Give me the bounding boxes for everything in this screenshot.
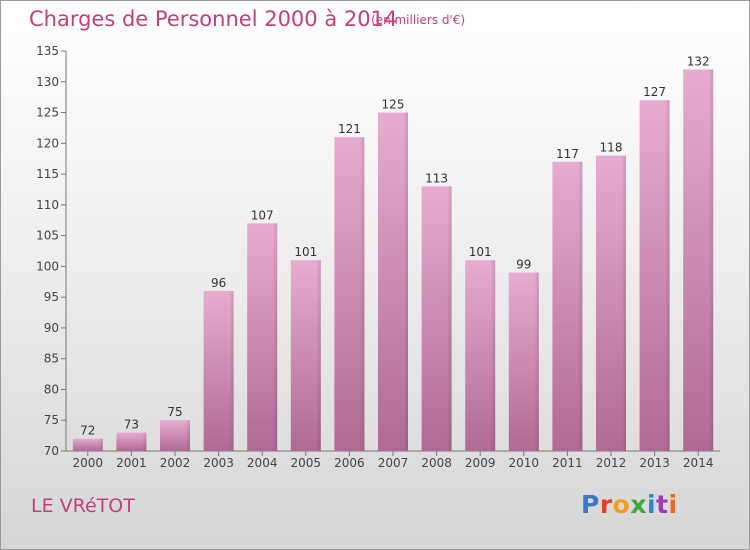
data-label: 101	[294, 245, 317, 259]
logo-letter: P	[581, 490, 600, 519]
bar-shade	[160, 420, 190, 451]
logo-letter: i	[668, 490, 678, 519]
bar-shade	[465, 260, 496, 451]
x-tick-label: 2001	[116, 456, 147, 470]
bar-shade	[639, 100, 670, 451]
proxiti-logo: Proxiti	[581, 490, 678, 519]
x-tick-label: 2005	[291, 456, 322, 470]
logo-letter: x	[630, 490, 647, 519]
x-tick-label: 2011	[552, 456, 583, 470]
x-tick-label: 2002	[160, 456, 191, 470]
y-tick-label: 85	[44, 352, 59, 366]
y-tick-label: 100	[36, 259, 59, 273]
y-tick-label: 95	[44, 290, 59, 304]
data-label: 125	[382, 98, 405, 112]
logo-letter: o	[612, 490, 631, 519]
x-axis: 2000 2001 2002 2003 2004 2005 2006 2007 2008 2009…	[66, 450, 720, 470]
x-tick-label: 2009	[465, 456, 496, 470]
data-label: 72	[80, 424, 95, 438]
data-label: 101	[469, 245, 492, 259]
logo-letter: i	[647, 490, 657, 519]
bar-shade	[116, 432, 147, 451]
bar-shade	[508, 272, 539, 451]
y-tick-label: 90	[44, 321, 59, 335]
data-label: 121	[338, 122, 361, 136]
y-tick-label: 125	[36, 106, 59, 120]
y-tick-label: 135	[36, 44, 59, 58]
bar-shade	[421, 186, 452, 451]
y-tick-label: 115	[36, 167, 59, 181]
x-tick-label: 2007	[378, 456, 409, 470]
data-labels: 72 73 75 96 107 101 121 125 113 101 99 117 118 127 132	[80, 54, 709, 437]
data-label: 96	[211, 276, 226, 290]
x-tick-label: 2014	[683, 456, 714, 470]
y-axis: 70 75 80 85 90 95 100 105 110 115 120 125 130 135	[36, 44, 67, 458]
bar-shade	[334, 137, 365, 451]
x-tick-label: 2004	[247, 456, 278, 470]
place-name: LE VRéTOT	[31, 495, 135, 517]
y-tick-label: 80	[44, 382, 59, 396]
bar-shade	[290, 260, 321, 451]
logo-letter: t	[656, 490, 669, 519]
data-label: 132	[687, 54, 710, 68]
x-tick-label: 2003	[203, 456, 234, 470]
bar-shade	[552, 161, 583, 451]
y-tick-label: 75	[44, 413, 59, 427]
data-label: 113	[425, 171, 448, 185]
chart-subtitle: (en milliers d'€)	[371, 13, 466, 27]
data-label: 107	[251, 208, 274, 222]
chart-title: Charges de Personnel 2000 à 2014	[29, 7, 398, 31]
bar-shade	[378, 112, 408, 452]
data-label: 117	[556, 147, 579, 161]
data-label: 75	[167, 405, 182, 419]
x-tick-label: 2010	[509, 456, 540, 470]
y-tick-label: 120	[36, 136, 59, 150]
bar-shade	[683, 69, 714, 451]
data-label: 73	[124, 418, 139, 432]
data-label: 118	[600, 141, 623, 155]
data-label: 99	[516, 258, 531, 272]
x-tick-label: 2012	[596, 456, 627, 470]
bars	[72, 69, 714, 452]
y-tick-label: 110	[36, 198, 59, 212]
bar-shade	[247, 223, 278, 451]
x-tick-label: 2006	[334, 456, 365, 470]
bar-shade	[203, 291, 234, 451]
y-tick-label: 130	[36, 75, 59, 89]
bar-shade	[72, 438, 103, 451]
x-tick-label: 2013	[639, 456, 670, 470]
x-tick-label: 2008	[421, 456, 452, 470]
x-tick-label: 2000	[73, 456, 104, 470]
logo-letter: r	[599, 490, 613, 519]
bar-shade	[596, 155, 626, 451]
data-label: 127	[643, 85, 666, 99]
y-tick-label: 105	[36, 229, 59, 243]
y-tick-label: 70	[44, 444, 59, 458]
